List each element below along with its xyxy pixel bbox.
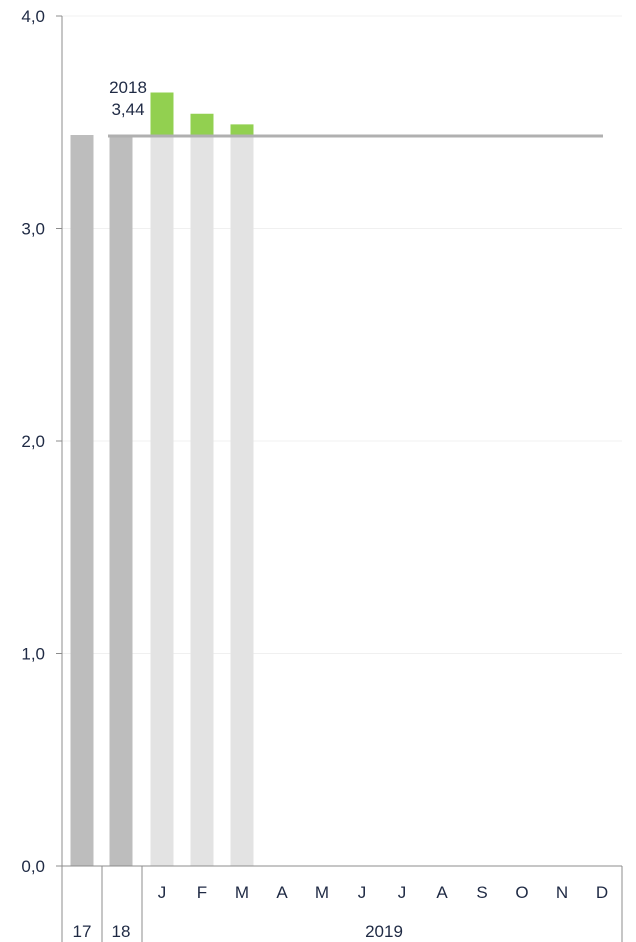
month-bar-above-reference <box>190 113 214 135</box>
gridlines <box>62 15 622 654</box>
month-x-label: D <box>596 883 608 902</box>
month-x-label: N <box>556 883 568 902</box>
labels: 2018 3,44 2019 0,0 1,0 2,0 3,0 4,0 17 18 J F M A M J… <box>21 7 608 941</box>
month-bar <box>150 135 174 866</box>
month-x-label: J <box>358 883 367 902</box>
month-x-label: O <box>515 883 528 902</box>
annual-bar <box>70 135 94 866</box>
reference-year-label: 2018 <box>109 78 147 97</box>
annual-x-label: 17 <box>73 922 92 941</box>
month-x-label: M <box>315 883 329 902</box>
month-x-label: A <box>276 883 288 902</box>
y-tick-label: 2,0 <box>21 432 45 451</box>
month-bar <box>190 135 214 866</box>
reference-value-label: 3,44 <box>111 100 144 119</box>
y-tick-label: 0,0 <box>21 857 45 876</box>
month-bar-above-reference <box>230 124 254 135</box>
annual-x-label: 18 <box>112 922 131 941</box>
month-x-label: J <box>158 883 167 902</box>
bars <box>70 92 254 866</box>
y-tick-label: 1,0 <box>21 645 45 664</box>
month-bar <box>230 135 254 866</box>
month-x-label: M <box>235 883 249 902</box>
month-x-label: F <box>197 883 207 902</box>
month-x-label: S <box>476 883 487 902</box>
month-x-label: A <box>436 883 448 902</box>
y-tick-label: 3,0 <box>21 220 45 239</box>
y-tick-label: 4,0 <box>21 7 45 26</box>
year-2019-label: 2019 <box>365 922 403 941</box>
month-bar-above-reference <box>150 92 174 135</box>
axes <box>56 15 623 942</box>
annual-bar <box>109 135 133 866</box>
month-x-label: J <box>398 883 407 902</box>
